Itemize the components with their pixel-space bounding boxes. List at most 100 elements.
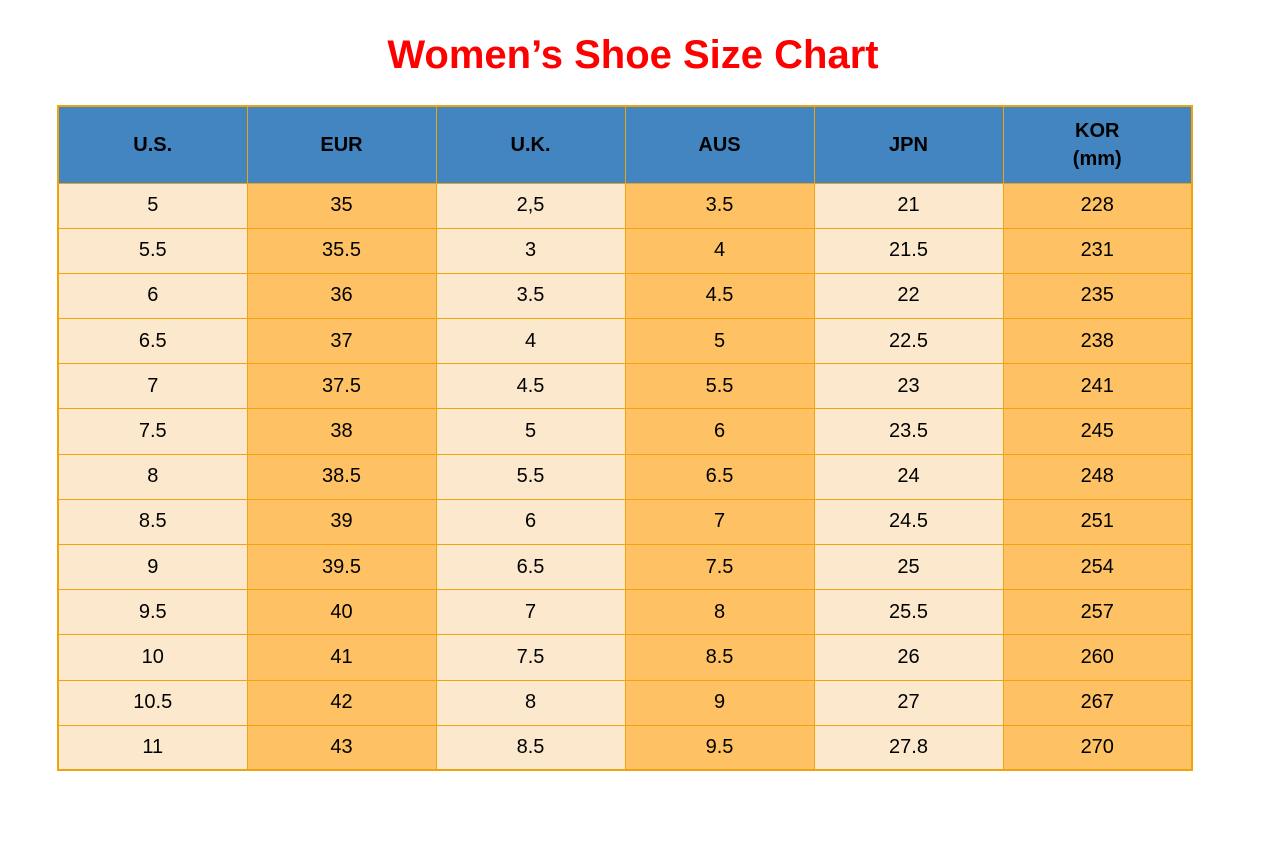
cell-uk-row-2: 3 <box>435 227 626 274</box>
cell-jpn-row-4: 22.5 <box>813 318 1004 365</box>
table-row: 7.5 38 5 6 23.5 245 <box>57 408 1193 455</box>
cell-eur-row-12: 42 <box>246 679 437 726</box>
cell-jpn-row-6: 23.5 <box>813 408 1004 455</box>
cell-kor-row-7: 248 <box>1002 453 1193 500</box>
cell-eur-row-2: 35.5 <box>246 227 437 274</box>
cell-jpn-row-2: 21.5 <box>813 227 1004 274</box>
cell-uk-row-3: 3.5 <box>435 272 626 320</box>
cell-kor-row-9: 254 <box>1002 543 1193 591</box>
cell-us-row-10: 9.5 <box>57 589 248 636</box>
cell-kor-row-10: 257 <box>1002 589 1193 636</box>
cell-jpn-row-12: 27 <box>813 679 1004 726</box>
table-row: 9.5 40 7 8 25.5 257 <box>57 589 1193 636</box>
column-header-uk: U.K. <box>435 105 626 184</box>
cell-kor-row-12: 267 <box>1002 679 1193 726</box>
cell-us-row-3: 6 <box>57 272 248 320</box>
cell-uk-row-5: 4.5 <box>435 363 626 410</box>
cell-eur-row-3: 36 <box>246 272 437 320</box>
cell-aus-row-4: 5 <box>624 318 815 365</box>
table-row: 10 41 7.5 8.5 26 260 <box>57 634 1193 681</box>
cell-us-row-12: 10.5 <box>57 679 248 726</box>
cell-aus-row-6: 6 <box>624 408 815 455</box>
cell-us-row-2: 5.5 <box>57 227 248 274</box>
cell-kor-row-13: 270 <box>1002 724 1193 771</box>
cell-aus-row-3: 4.5 <box>624 272 815 320</box>
cell-uk-row-1: 2,5 <box>435 182 626 229</box>
shoe-size-table: U.S. EUR U.K. AUS JPN KOR (mm) 5 35 2,5 3.5 21 228… <box>57 105 1193 772</box>
cell-jpn-row-8: 24.5 <box>813 498 1004 546</box>
cell-uk-row-11: 7.5 <box>435 634 626 681</box>
cell-jpn-row-11: 26 <box>813 634 1004 681</box>
table-row: 5 35 2,5 3.5 21 228 <box>57 182 1193 229</box>
cell-kor-row-5: 241 <box>1002 363 1193 410</box>
page-title: Women’s Shoe Size Chart <box>387 33 879 77</box>
page: Women’s Shoe Size Chart U.S. EUR U.K. AUS JP… <box>0 33 1266 772</box>
cell-kor-row-8: 251 <box>1002 498 1193 546</box>
cell-uk-row-9: 6.5 <box>435 543 626 591</box>
table-row: 10.5 42 8 9 27 267 <box>57 679 1193 726</box>
cell-aus-row-12: 9 <box>624 679 815 726</box>
cell-aus-row-9: 7.5 <box>624 543 815 591</box>
cell-jpn-row-10: 25.5 <box>813 589 1004 636</box>
table-row: 8.5 39 6 7 24.5 251 <box>57 498 1193 546</box>
cell-aus-row-10: 8 <box>624 589 815 636</box>
cell-jpn-row-3: 22 <box>813 272 1004 320</box>
cell-uk-row-10: 7 <box>435 589 626 636</box>
cell-jpn-row-5: 23 <box>813 363 1004 410</box>
cell-uk-row-4: 4 <box>435 318 626 365</box>
cell-aus-row-7: 6.5 <box>624 453 815 500</box>
cell-uk-row-7: 5.5 <box>435 453 626 500</box>
table-row: 9 39.5 6.5 7.5 25 254 <box>57 543 1193 591</box>
cell-aus-row-8: 7 <box>624 498 815 546</box>
cell-aus-row-11: 8.5 <box>624 634 815 681</box>
table-row: 8 38.5 5.5 6.5 24 248 <box>57 453 1193 500</box>
column-header-aus: AUS <box>624 105 815 184</box>
cell-eur-row-7: 38.5 <box>246 453 437 500</box>
cell-kor-row-3: 235 <box>1002 272 1193 320</box>
column-header-kor: KOR (mm) <box>1002 105 1193 184</box>
cell-us-row-6: 7.5 <box>57 408 248 455</box>
header-row: U.S. EUR U.K. AUS JPN KOR (mm) <box>57 105 1193 184</box>
cell-eur-row-5: 37.5 <box>246 363 437 410</box>
cell-aus-row-5: 5.5 <box>624 363 815 410</box>
cell-eur-row-8: 39 <box>246 498 437 546</box>
cell-us-row-13: 11 <box>57 724 248 771</box>
cell-us-row-4: 6.5 <box>57 318 248 365</box>
cell-uk-row-8: 6 <box>435 498 626 546</box>
table-row: 5.5 35.5 3 4 21.5 231 <box>57 227 1193 274</box>
cell-eur-row-10: 40 <box>246 589 437 636</box>
cell-eur-row-11: 41 <box>246 634 437 681</box>
cell-us-row-11: 10 <box>57 634 248 681</box>
cell-kor-row-1: 228 <box>1002 182 1193 229</box>
cell-uk-row-13: 8.5 <box>435 724 626 771</box>
cell-jpn-row-9: 25 <box>813 543 1004 591</box>
cell-us-row-8: 8.5 <box>57 498 248 546</box>
table-header: U.S. EUR U.K. AUS JPN KOR (mm) <box>57 105 1193 184</box>
cell-eur-row-4: 37 <box>246 318 437 365</box>
table-row: 11 43 8.5 9.5 27.8 270 <box>57 724 1193 771</box>
cell-aus-row-2: 4 <box>624 227 815 274</box>
column-header-eur: EUR <box>246 105 437 184</box>
cell-kor-row-2: 231 <box>1002 227 1193 274</box>
table-body: 5 35 2,5 3.5 21 228 5.5 35.5 3 4 21.5 231 6 36 3.5 4.5 2… <box>57 182 1193 771</box>
table-row: 6 36 3.5 4.5 22 235 <box>57 272 1193 320</box>
cell-us-row-5: 7 <box>57 363 248 410</box>
cell-eur-row-9: 39.5 <box>246 543 437 591</box>
table-row: 7 37.5 4.5 5.5 23 241 <box>57 363 1193 410</box>
column-header-us: U.S. <box>57 105 248 184</box>
column-header-jpn: JPN <box>813 105 1004 184</box>
cell-us-row-1: 5 <box>57 182 248 229</box>
cell-jpn-row-1: 21 <box>813 182 1004 229</box>
cell-jpn-row-7: 24 <box>813 453 1004 500</box>
cell-aus-row-13: 9.5 <box>624 724 815 771</box>
cell-jpn-row-13: 27.8 <box>813 724 1004 771</box>
cell-eur-row-13: 43 <box>246 724 437 771</box>
cell-eur-row-1: 35 <box>246 182 437 229</box>
cell-eur-row-6: 38 <box>246 408 437 455</box>
cell-kor-row-6: 245 <box>1002 408 1193 455</box>
cell-us-row-9: 9 <box>57 543 248 591</box>
table-row: 6.5 37 4 5 22.5 238 <box>57 318 1193 365</box>
cell-kor-row-4: 238 <box>1002 318 1193 365</box>
cell-aus-row-1: 3.5 <box>624 182 815 229</box>
cell-us-row-7: 8 <box>57 453 248 500</box>
